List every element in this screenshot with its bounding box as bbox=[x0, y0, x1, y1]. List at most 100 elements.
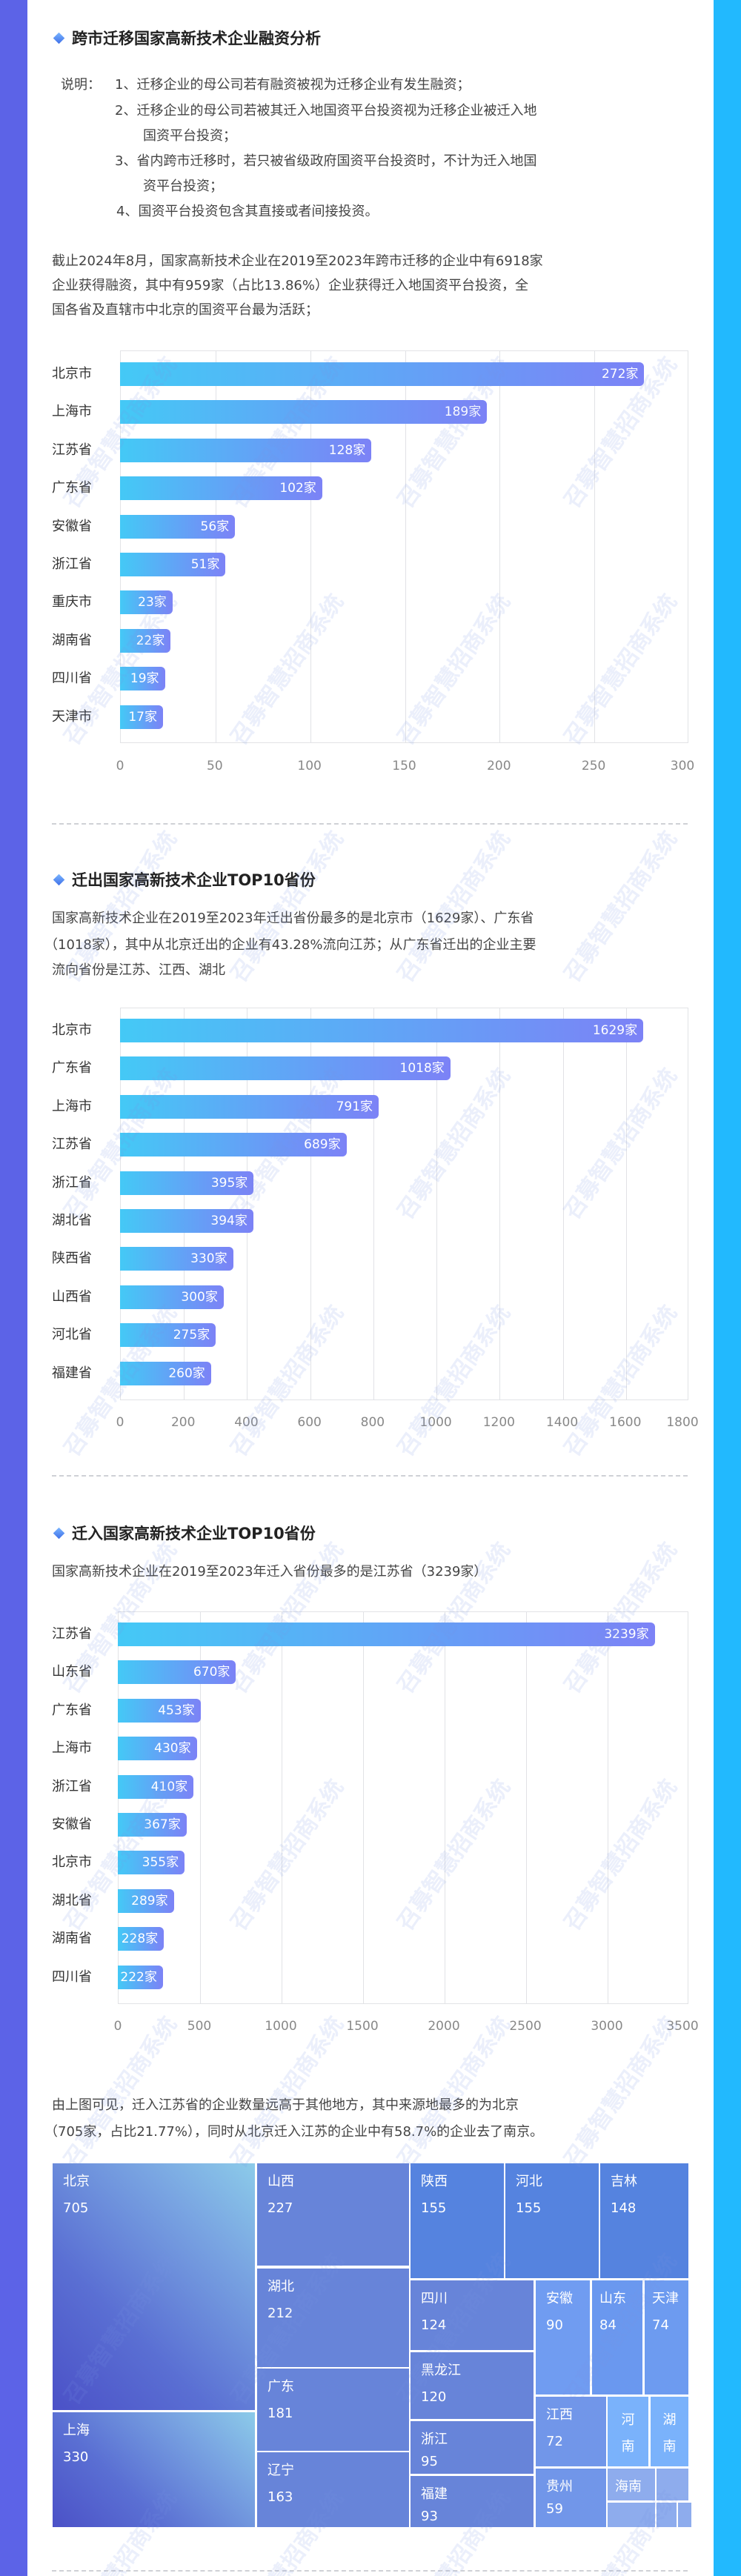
treemap-cell[interactable]: 湖北 212 bbox=[257, 2269, 409, 2367]
bar-value-label: 19家 bbox=[130, 671, 159, 687]
treemap-cell[interactable]: 吉林 148 bbox=[600, 2163, 688, 2278]
treemap-cell[interactable]: 辽宁 163 bbox=[257, 2452, 409, 2527]
category-label: 湖南省 bbox=[52, 632, 92, 648]
paragraph-line: 企业获得融资，其中有959家（占比13.86%）企业获得迁入地国资平台投资，全 bbox=[52, 278, 528, 293]
paragraph-line: 国家高新技术企业在2019至2023年迁入省份最多的是江苏省（3239家） bbox=[52, 1564, 488, 1580]
bar[interactable]: 394家 bbox=[120, 1209, 253, 1233]
category-label: 重庆市 bbox=[52, 594, 92, 610]
category-label: 山西省 bbox=[52, 1288, 92, 1305]
bar[interactable]: 1018家 bbox=[120, 1056, 451, 1081]
bar-value-label: 410家 bbox=[150, 1779, 188, 1794]
treemap-cell[interactable]: 湖南 bbox=[651, 2397, 688, 2466]
x-tick-label: 3500 bbox=[666, 2019, 699, 2034]
treemap-cell[interactable]: 北京 705 bbox=[53, 2163, 255, 2410]
bar-value-label: 260家 bbox=[168, 1365, 205, 1381]
category-label: 天津市 bbox=[52, 708, 92, 725]
treemap-cell-name: 江西 bbox=[546, 2407, 573, 2423]
treemap-cell[interactable] bbox=[678, 2503, 685, 2527]
treemap-cell[interactable]: 福建 93 bbox=[411, 2476, 534, 2527]
bar[interactable]: 670家 bbox=[118, 1660, 236, 1685]
left-decor-strip bbox=[0, 0, 27, 2576]
x-tick-label: 100 bbox=[297, 759, 322, 773]
treemap-cell[interactable]: 海南 bbox=[608, 2469, 655, 2500]
bar[interactable]: 355家 bbox=[118, 1851, 185, 1875]
treemap-cell[interactable]: 山东 84 bbox=[592, 2280, 642, 2394]
treemap-cell[interactable] bbox=[657, 2503, 677, 2527]
treemap-cell[interactable]: 安徽 90 bbox=[536, 2280, 590, 2394]
bar-value-label: 689家 bbox=[304, 1137, 341, 1153]
treemap-cell-value: 181 bbox=[268, 2406, 293, 2421]
treemap-cell[interactable]: 山西 227 bbox=[257, 2163, 409, 2266]
treemap-cell-name: 四川 bbox=[421, 2291, 448, 2306]
bar[interactable]: 260家 bbox=[120, 1361, 211, 1385]
treemap-cell[interactable]: 河南 bbox=[608, 2397, 648, 2466]
category-label: 浙江省 bbox=[52, 1778, 92, 1794]
grid-line bbox=[625, 1008, 627, 1400]
treemap-cell[interactable]: 浙江 95 bbox=[411, 2421, 534, 2474]
x-tick-label: 0 bbox=[116, 1415, 124, 1430]
bar[interactable]: 395家 bbox=[120, 1171, 254, 1195]
treemap-cell[interactable]: 上海 330 bbox=[53, 2412, 255, 2527]
note-line: 4、国资平台投资包含其直接或者间接投资。 bbox=[116, 204, 379, 219]
treemap-cell[interactable] bbox=[608, 2503, 655, 2527]
x-tick-label: 1400 bbox=[545, 1415, 579, 1430]
bar[interactable]: 128家 bbox=[120, 438, 372, 462]
bar[interactable]: 453家 bbox=[118, 1698, 201, 1723]
treemap-cell-name: 浙江 bbox=[421, 2432, 448, 2447]
treemap-cell[interactable]: 天津 74 bbox=[645, 2280, 688, 2394]
treemap-cell[interactable]: 四川 124 bbox=[411, 2280, 534, 2350]
treemap-cell[interactable]: 贵州 59 bbox=[536, 2469, 606, 2527]
category-label: 湖北省 bbox=[52, 1213, 92, 1228]
x-tick-label: 1600 bbox=[609, 1415, 642, 1430]
bar-value-label: 670家 bbox=[193, 1665, 230, 1680]
bar[interactable]: 367家 bbox=[118, 1813, 187, 1837]
section-divider bbox=[52, 2570, 688, 2572]
bar[interactable]: 3239家 bbox=[118, 1623, 655, 1646]
bar[interactable]: 1629家 bbox=[120, 1019, 644, 1042]
bar[interactable]: 410家 bbox=[118, 1774, 194, 1799]
paragraph-line: 国家高新技术企业在2019至2023年迁出省份最多的是北京市（1629家）、广东… bbox=[52, 911, 534, 926]
note-line: 3、省内跨市迁移时，若只被省级政府国资平台投资时，不计为迁入地国 bbox=[115, 153, 537, 169]
bar[interactable]: 289家 bbox=[118, 1888, 174, 1913]
bar[interactable]: 56家 bbox=[120, 514, 236, 539]
treemap-cell[interactable]: 江西 72 bbox=[536, 2397, 606, 2466]
bar[interactable]: 228家 bbox=[118, 1927, 165, 1951]
x-tick-label: 1000 bbox=[419, 1415, 452, 1430]
paragraph-line: 流向省份是江苏、江西、湖北 bbox=[52, 962, 225, 978]
bar-value-label: 1629家 bbox=[592, 1023, 638, 1038]
bar[interactable]: 22家 bbox=[120, 628, 171, 653]
bar[interactable]: 51家 bbox=[120, 553, 226, 576]
treemap-cell-name: 河北 bbox=[516, 2174, 542, 2189]
bar[interactable]: 19家 bbox=[120, 667, 165, 691]
diamond-bullet-icon bbox=[53, 32, 65, 44]
category-label: 广东省 bbox=[52, 1702, 92, 1718]
bar[interactable]: 330家 bbox=[120, 1247, 233, 1271]
bar[interactable]: 102家 bbox=[120, 476, 322, 501]
treemap-cell-name: 安徽 bbox=[546, 2291, 573, 2306]
treemap-cell[interactable] bbox=[657, 2469, 688, 2500]
grid-line bbox=[499, 351, 501, 742]
bar[interactable]: 272家 bbox=[120, 362, 645, 386]
category-label: 江苏省 bbox=[52, 1626, 92, 1642]
bar-value-label: 23家 bbox=[138, 595, 167, 610]
plot-area bbox=[120, 350, 688, 743]
treemap-cell-value: 93 bbox=[421, 2509, 438, 2524]
bar[interactable]: 23家 bbox=[120, 590, 173, 615]
treemap-cell[interactable] bbox=[684, 2503, 691, 2527]
x-tick-label: 0 bbox=[113, 2019, 122, 2034]
treemap-cell[interactable]: 黑龙江 120 bbox=[411, 2352, 534, 2419]
bar-value-label: 355家 bbox=[142, 1855, 179, 1871]
treemap-cell-value: 74 bbox=[652, 2317, 669, 2333]
bar[interactable]: 430家 bbox=[118, 1737, 197, 1761]
treemap-cell[interactable]: 陕西 155 bbox=[411, 2163, 504, 2278]
bar-value-label: 289家 bbox=[131, 1893, 168, 1908]
bar[interactable]: 275家 bbox=[120, 1323, 216, 1348]
treemap-cell[interactable]: 河北 155 bbox=[505, 2163, 599, 2278]
treemap-cell[interactable]: 广东 181 bbox=[257, 2369, 409, 2451]
bar[interactable]: 689家 bbox=[120, 1133, 347, 1157]
bar[interactable]: 791家 bbox=[120, 1094, 379, 1119]
bar[interactable]: 222家 bbox=[118, 1965, 163, 1989]
bar[interactable]: 300家 bbox=[120, 1285, 224, 1309]
bar[interactable]: 17家 bbox=[120, 705, 163, 729]
bar[interactable]: 189家 bbox=[120, 400, 488, 425]
